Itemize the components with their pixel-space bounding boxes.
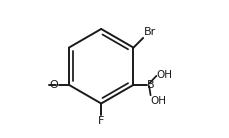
Text: B: B [146,80,154,90]
Text: F: F [98,116,104,126]
Text: O: O [49,80,58,90]
Text: OH: OH [156,71,172,80]
Text: OH: OH [150,96,166,106]
Text: Br: Br [143,27,155,37]
